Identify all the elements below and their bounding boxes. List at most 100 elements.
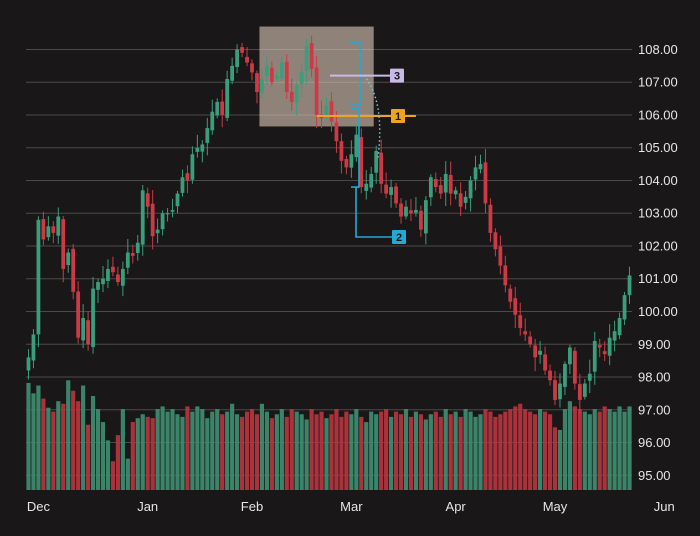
volume-bar: [264, 411, 269, 490]
candle-body: [523, 331, 528, 335]
volume-bar: [314, 414, 319, 490]
candle-body: [46, 226, 51, 238]
y-tick-label: 98.00: [638, 370, 671, 385]
candle-body: [61, 219, 66, 269]
candle-body: [374, 151, 379, 173]
candle-body: [354, 134, 359, 158]
volume-bar: [493, 416, 498, 490]
y-tick-label: 102.00: [638, 238, 678, 253]
candle-body: [324, 105, 329, 116]
volume-bar: [582, 411, 587, 490]
annotation-1-badge: [391, 108, 405, 123]
volume-bar: [110, 461, 116, 490]
candle-body: [81, 318, 86, 341]
volume-bar: [170, 409, 175, 490]
candlesticks: [26, 35, 632, 414]
volume-bar: [160, 406, 165, 490]
volume-bar: [90, 395, 96, 490]
volume-bar: [518, 403, 523, 490]
candle-body: [364, 183, 369, 191]
volume-bar: [41, 398, 46, 490]
candle-body: [279, 62, 284, 79]
candle-body: [468, 180, 473, 199]
volume-bar: [51, 411, 56, 490]
volume-bar: [215, 409, 220, 490]
y-tick-label: 107.00: [638, 75, 678, 90]
candle-body: [349, 154, 354, 168]
candle-body: [572, 350, 577, 384]
candle-body: [443, 173, 448, 193]
y-tick-label: 100.00: [638, 304, 678, 319]
volume-bar: [145, 416, 150, 490]
y-tick-label: 105.00: [638, 140, 678, 155]
annotation-3-label: 3: [394, 71, 400, 83]
volume-bar: [557, 429, 563, 490]
volume-bars: [26, 380, 632, 490]
candle-body: [339, 141, 344, 161]
candle-body: [135, 242, 140, 254]
candle-body: [622, 295, 627, 320]
annotations[interactable]: 1 3 2: [316, 42, 416, 244]
candle-body: [145, 193, 150, 207]
volume-bar: [304, 419, 309, 490]
y-tick-label: 95.00: [638, 468, 671, 483]
volume-bar: [622, 411, 627, 490]
volume-bar: [552, 427, 558, 490]
volume-bar: [533, 414, 538, 490]
candle-body: [587, 373, 592, 381]
volume-bar: [130, 422, 135, 490]
volume-bar: [150, 418, 155, 490]
y-tick-label: 106.00: [638, 107, 678, 122]
y-tick-label: 97.00: [638, 402, 671, 417]
x-tick-label: Feb: [241, 499, 263, 514]
candle-body: [607, 337, 612, 356]
volume-bar: [205, 418, 210, 490]
volume-bar: [463, 409, 468, 490]
candle-body: [190, 154, 195, 180]
volume-bar: [279, 409, 284, 490]
y-tick-label: 96.00: [638, 435, 671, 450]
candle-body: [389, 187, 393, 195]
candle-body: [503, 265, 508, 286]
candle-body: [230, 65, 235, 81]
volume-bar: [364, 422, 369, 490]
candle-body: [240, 47, 244, 53]
candle-body: [379, 152, 384, 184]
volume-bar: [324, 418, 329, 490]
candle-body: [56, 216, 61, 236]
volume-bar: [528, 411, 533, 490]
volume-bar: [334, 409, 339, 490]
candle-body: [493, 232, 498, 250]
volume-bar: [95, 409, 101, 490]
candle-body: [513, 298, 518, 315]
volume-bar: [81, 385, 86, 490]
candle-body: [329, 101, 334, 122]
candle-body: [543, 354, 547, 371]
candle-body: [215, 101, 220, 116]
volume-bar: [249, 409, 255, 490]
volume-bar: [185, 406, 190, 490]
volume-bar: [195, 406, 200, 490]
volume-bar: [36, 385, 41, 490]
candle-body: [150, 203, 155, 237]
candle-body: [51, 226, 56, 233]
volume-bar: [483, 409, 488, 490]
volume-bar: [597, 411, 602, 490]
volume-bar: [100, 422, 106, 490]
annotation-2-bracket: [351, 107, 360, 188]
candle-body: [448, 174, 453, 194]
volume-bar: [309, 409, 314, 490]
candle-body: [538, 350, 542, 355]
candle-body: [269, 67, 274, 83]
volume-bar: [66, 380, 71, 490]
volume-bar: [359, 416, 364, 490]
volume-bar: [468, 411, 473, 490]
candle-body: [36, 219, 41, 335]
volume-bar: [443, 409, 448, 490]
volume-bar: [86, 424, 91, 490]
candle-body: [414, 209, 418, 213]
candle-body: [309, 43, 314, 70]
candle-body: [86, 320, 90, 345]
volume-bar: [389, 416, 394, 490]
